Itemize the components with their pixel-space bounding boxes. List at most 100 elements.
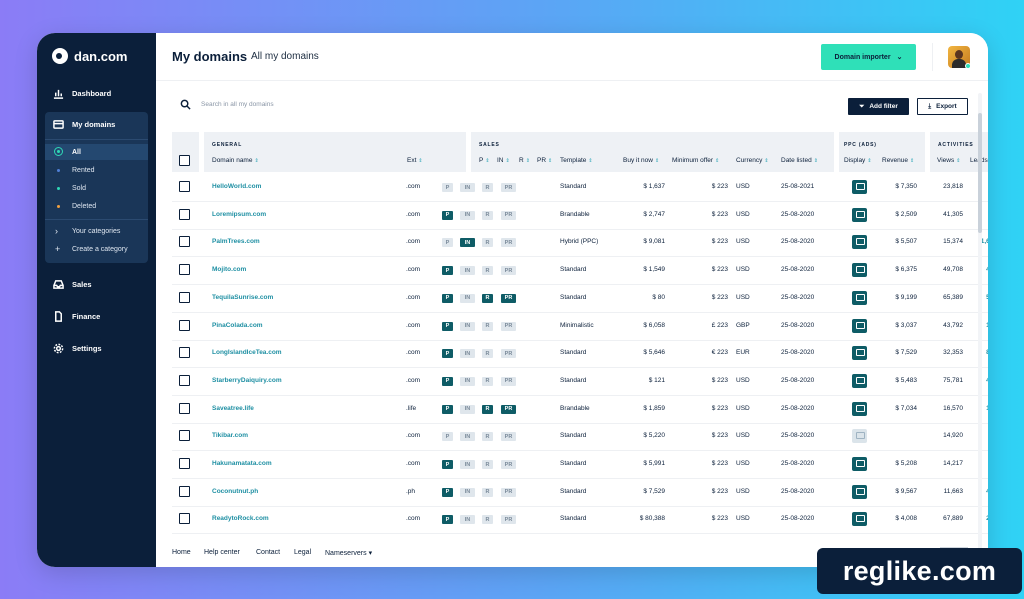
filter-all[interactable]: All bbox=[45, 144, 148, 160]
column-header-in[interactable]: IN ⇕ bbox=[497, 157, 510, 164]
row-checkbox[interactable] bbox=[179, 485, 190, 497]
leads-count[interactable]: 877 bbox=[986, 349, 988, 356]
toggle-r[interactable]: R bbox=[482, 349, 493, 359]
select-all-checkbox[interactable] bbox=[179, 155, 190, 166]
toggle-pr[interactable]: PR bbox=[501, 460, 516, 469]
column-header-pr[interactable]: PR ⇕ bbox=[537, 157, 552, 164]
table-row[interactable]: HelloWorld.com .com P IN R PR Standard $ 1,637 $… bbox=[156, 174, 988, 202]
table-row[interactable]: Saveatree.life .life P IN R PR Brandable $ 1,85… bbox=[156, 396, 988, 424]
toggle-r[interactable]: R bbox=[482, 487, 493, 497]
domain-link[interactable]: TequilaSunrise.com bbox=[212, 293, 274, 301]
toggle-r[interactable]: R bbox=[482, 404, 493, 414]
filter-sold[interactable]: Sold bbox=[45, 180, 148, 196]
table-row[interactable]: Tikibar.com .com P IN R PR Standard $ 5,220 $ 22… bbox=[156, 423, 988, 452]
footer-link-contact[interactable]: Contact bbox=[256, 549, 281, 556]
table-row[interactable]: Loremipsum.com .com P IN R PR Brandable $ 2,747… bbox=[156, 202, 988, 230]
leads-count[interactable]: 130 bbox=[986, 322, 988, 329]
row-checkbox[interactable] bbox=[179, 236, 190, 248]
toggle-p[interactable]: P bbox=[442, 183, 453, 192]
toggle-in[interactable]: IN bbox=[460, 293, 475, 303]
domain-link[interactable]: HelloWorld.com bbox=[212, 183, 262, 190]
toggle-in[interactable]: IN bbox=[460, 266, 475, 276]
row-checkbox[interactable] bbox=[179, 319, 190, 331]
toggle-r[interactable]: R bbox=[482, 321, 493, 331]
ppc-display-icon[interactable] bbox=[852, 263, 867, 278]
toggle-in[interactable]: IN bbox=[460, 460, 475, 469]
domain-link[interactable]: Loremipsum.com bbox=[212, 210, 267, 218]
your-categories[interactable]: › Your categories bbox=[45, 223, 148, 239]
toggle-r[interactable]: R bbox=[482, 293, 493, 303]
footer-link-help[interactable]: Help center bbox=[204, 549, 240, 556]
table-row[interactable]: Hakunamatata.com .com P IN R PR Standard $ 5,99… bbox=[156, 451, 988, 479]
ppc-display-icon[interactable] bbox=[852, 180, 867, 194]
sidebar-item-dashboard[interactable]: Dashboard bbox=[45, 81, 148, 105]
toggle-p[interactable]: P bbox=[442, 238, 453, 248]
leads-count[interactable]: 453 bbox=[986, 488, 988, 495]
sidebar-item-settings[interactable]: Settings bbox=[45, 336, 148, 360]
toggle-pr[interactable]: PR bbox=[501, 376, 516, 386]
toggle-r[interactable]: R bbox=[482, 376, 493, 386]
column-header-ext[interactable]: Ext ⇕ bbox=[407, 157, 423, 164]
toggle-r[interactable]: R bbox=[482, 238, 493, 248]
column-header-template[interactable]: Template ⇕ bbox=[560, 157, 593, 164]
toggle-pr[interactable]: PR bbox=[501, 404, 516, 414]
domain-link[interactable]: ReadytoRock.com bbox=[212, 515, 269, 523]
ppc-display-icon[interactable] bbox=[852, 235, 867, 250]
toggle-p[interactable]: P bbox=[442, 266, 453, 276]
toggle-r[interactable]: R bbox=[482, 432, 493, 442]
ppc-display-icon[interactable] bbox=[852, 512, 867, 527]
ppc-display-icon[interactable] bbox=[852, 207, 867, 222]
toggle-pr[interactable]: PR bbox=[501, 321, 516, 331]
table-row[interactable]: PalmTrees.com .com P IN R PR Hybrid (PPC) $ 9,0… bbox=[156, 229, 988, 258]
domain-link[interactable]: PalmTrees.com bbox=[212, 238, 260, 246]
column-header-domain[interactable]: Domain name ⇕ bbox=[212, 157, 259, 164]
toggle-p[interactable]: P bbox=[442, 293, 453, 303]
domain-link[interactable]: Saveatree.life bbox=[212, 404, 254, 412]
column-header-min-offer[interactable]: Minimum offer ⇕ bbox=[672, 157, 719, 164]
avatar[interactable] bbox=[948, 46, 970, 68]
filter-deleted[interactable]: Deleted bbox=[45, 198, 148, 214]
table-row[interactable]: ReadytoRock.com .com P IN R PR Standard $ 80,38… bbox=[156, 506, 988, 535]
column-header-views[interactable]: Views ⇕ bbox=[937, 157, 960, 164]
domain-link[interactable]: Hakunamatata.com bbox=[212, 460, 272, 467]
row-checkbox[interactable] bbox=[179, 430, 190, 442]
add-filter-button[interactable]: ⏷ Add filter bbox=[848, 98, 909, 115]
footer-link-nameservers[interactable]: Nameservers ▾ bbox=[325, 549, 372, 557]
row-checkbox[interactable] bbox=[179, 374, 190, 386]
scrollbar-thumb[interactable] bbox=[978, 113, 982, 233]
ppc-display-icon[interactable] bbox=[852, 290, 867, 305]
toggle-in[interactable]: IN bbox=[460, 487, 475, 497]
table-row[interactable]: StarberryDaiquiry.com .com P IN R PR Standard $… bbox=[156, 368, 988, 396]
toggle-in[interactable]: IN bbox=[460, 183, 475, 192]
table-row[interactable]: Mojito.com .com P IN R PR Standard $ 1,549 $ 223… bbox=[156, 257, 988, 286]
column-header-revenue[interactable]: Revenue ⇕ bbox=[882, 157, 914, 164]
column-header-currency[interactable]: Currency ⇕ bbox=[736, 157, 769, 164]
toggle-p[interactable]: P bbox=[442, 460, 453, 469]
sidebar-item-my-domains[interactable]: My domains bbox=[45, 112, 148, 136]
toggle-in[interactable]: IN bbox=[460, 210, 475, 220]
toggle-p[interactable]: P bbox=[442, 349, 453, 359]
search-input[interactable] bbox=[201, 101, 401, 108]
toggle-pr[interactable]: PR bbox=[501, 293, 516, 303]
toggle-p[interactable]: P bbox=[442, 404, 453, 414]
toggle-in[interactable]: IN bbox=[460, 404, 475, 414]
leads-count[interactable]: 426 bbox=[986, 377, 988, 384]
domain-importer-button[interactable]: Domain importer ⌄ bbox=[821, 44, 916, 70]
toggle-p[interactable]: P bbox=[442, 210, 453, 220]
toggle-p[interactable]: P bbox=[442, 321, 453, 331]
sidebar-item-sales[interactable]: Sales bbox=[45, 272, 148, 296]
footer-link-legal[interactable]: Legal bbox=[294, 549, 312, 556]
row-checkbox[interactable] bbox=[179, 513, 190, 525]
row-checkbox[interactable] bbox=[179, 264, 190, 276]
toggle-in[interactable]: IN bbox=[460, 432, 475, 442]
export-button[interactable]: ⤓ Export bbox=[917, 98, 968, 115]
row-checkbox[interactable] bbox=[179, 347, 190, 359]
toggle-pr[interactable]: PR bbox=[501, 210, 516, 220]
leads-count[interactable]: 556 bbox=[986, 294, 988, 301]
toggle-pr[interactable]: PR bbox=[501, 487, 516, 497]
toggle-in[interactable]: IN bbox=[460, 515, 475, 525]
toggle-p[interactable]: P bbox=[442, 487, 453, 497]
domain-link[interactable]: StarberryDaiquiry.com bbox=[212, 376, 282, 384]
domain-link[interactable]: PinaColada.com bbox=[212, 321, 263, 329]
row-checkbox[interactable] bbox=[179, 458, 190, 469]
